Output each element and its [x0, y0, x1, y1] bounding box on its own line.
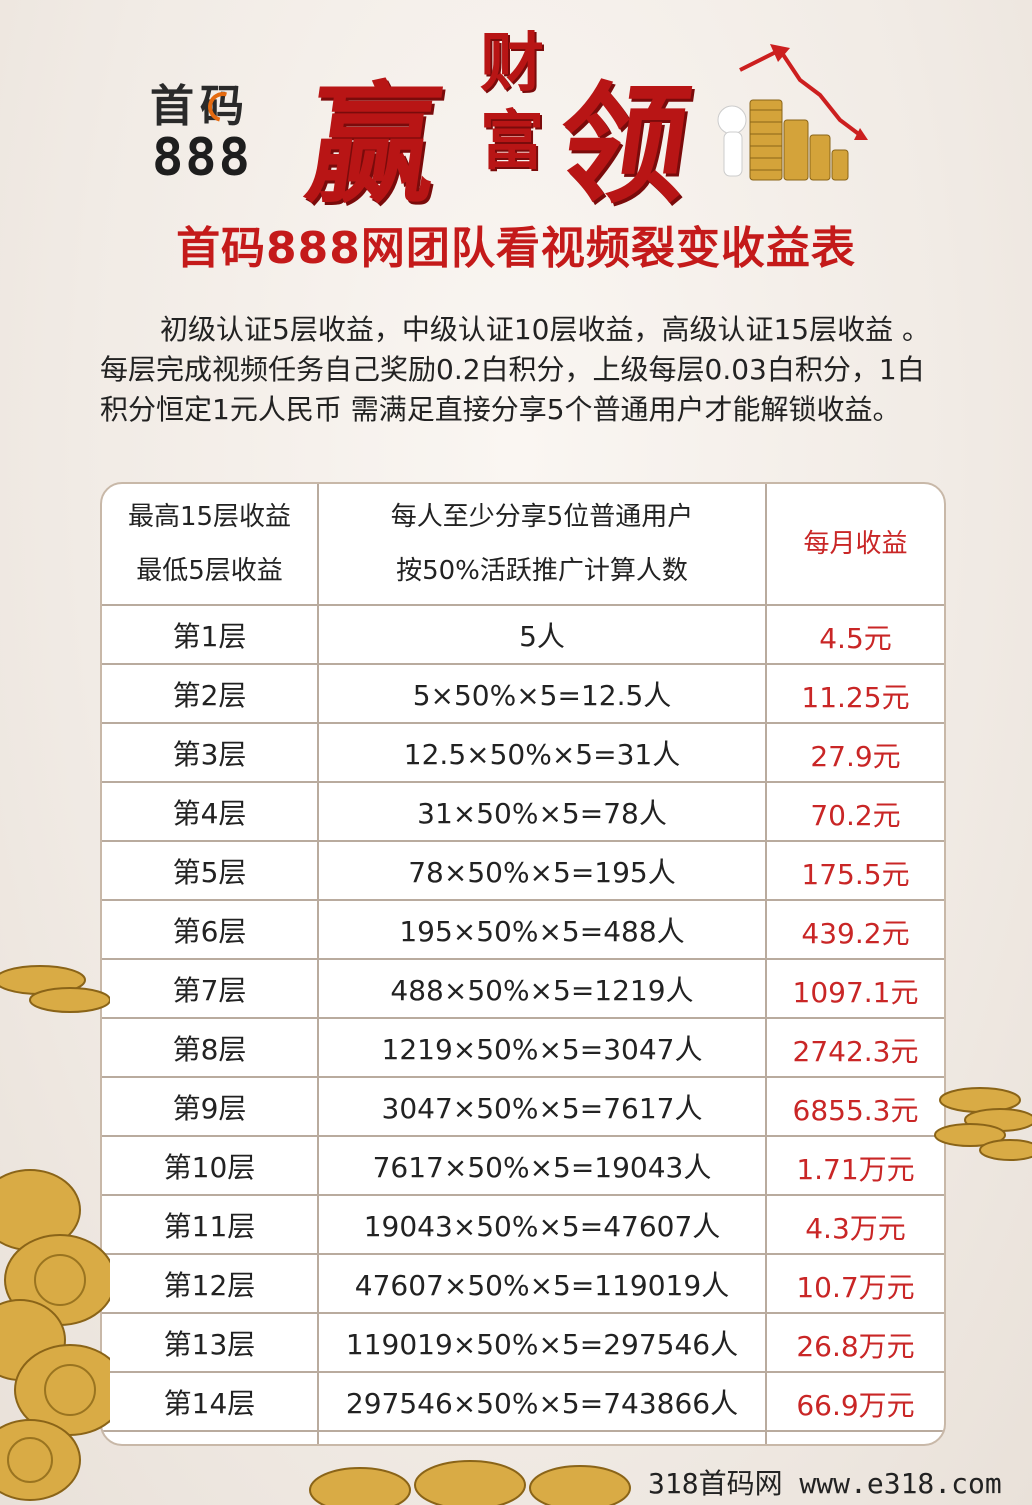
- watermark-text: 318首码网 www.e318.com: [648, 1467, 1002, 1500]
- earnings-table: 最高15层收益 最低5层收益 每人至少分享5位普通用户 按50%活跃推广计算人数…: [100, 482, 946, 1446]
- level-cell: 第14层: [102, 1371, 319, 1432]
- earning-cell: 70.2元: [765, 781, 944, 842]
- intro-text: 初级认证5层收益，中级认证10层收益，高级认证15层收益 。每层完成视频任务自己…: [100, 313, 930, 426]
- formula-cell: 3047×50%×5=7617人: [317, 1076, 767, 1137]
- header-active-rule: 按50%活跃推广计算人数: [396, 556, 688, 586]
- level-cell: 第2层: [102, 663, 319, 724]
- formula-cell: 297546×50%×5=743866人: [317, 1371, 767, 1432]
- level-cell: 第1层: [102, 605, 319, 665]
- earning-cell: 1097.1元: [765, 958, 944, 1019]
- earning-cell: 27.9元: [765, 722, 944, 783]
- earning-cell: 2742.3元: [765, 1017, 944, 1078]
- formula-cell: 19043×50%×5=47607人: [317, 1194, 767, 1255]
- table-row: 第4层 31×50%×5=78人 70.2元: [102, 781, 944, 842]
- earning-cell: 1.71万元: [765, 1135, 944, 1196]
- table-header-row: 最高15层收益 最低5层收益 每人至少分享5位普通用户 按50%活跃推广计算人数…: [102, 484, 944, 606]
- level-cell: 第10层: [102, 1135, 319, 1196]
- slogan-char-lead: 领: [547, 68, 700, 221]
- level-cell: 第8层: [102, 1017, 319, 1078]
- coin-pile-bottom-icon: [309, 1460, 631, 1505]
- level-cell: 第11层: [102, 1194, 319, 1255]
- level-cell: 第15层: [102, 1430, 319, 1444]
- coin-pile-left-icon: [0, 965, 110, 1501]
- table-row: 第11层 19043×50%×5=47607人 4.3万元: [102, 1194, 944, 1255]
- formula-cell: 7617×50%×5=19043人: [317, 1135, 767, 1196]
- slogan-char-win: 赢: [297, 68, 450, 221]
- logo-text-number: 888: [152, 128, 252, 188]
- earning-cell: 439.2元: [765, 899, 944, 960]
- header-monthly-earnings: 每月收益: [765, 484, 944, 606]
- formula-cell: 488×50%×5=1219人: [317, 958, 767, 1019]
- table-row: 第12层 47607×50%×5=119019人 10.7万元: [102, 1253, 944, 1314]
- table-row: 第3层 12.5×50%×5=31人 27.9元: [102, 722, 944, 783]
- earning-cell: 11.25元: [765, 663, 944, 724]
- table-row: 第2层 5×50%×5=12.5人 11.25元: [102, 663, 944, 724]
- formula-cell: 119019×50%×5=297546人: [317, 1312, 767, 1373]
- formula-cell: 47607×50%×5=119019人: [317, 1253, 767, 1314]
- formula-cell: 5×50%×5=12.5人: [317, 663, 767, 724]
- formula-cell: 78×50%×5=195人: [317, 840, 767, 901]
- earning-cell: 175.5元: [765, 840, 944, 901]
- level-cell: 第7层: [102, 958, 319, 1019]
- site-logo: 首码 888: [150, 70, 280, 190]
- header-level-range: 最高15层收益 最低5层收益: [102, 484, 319, 606]
- level-cell: 第6层: [102, 899, 319, 960]
- table-row: 第9层 3047×50%×5=7617人 6855.3元: [102, 1076, 944, 1137]
- formula-cell: 743866×50%×5=1859665人: [317, 1430, 767, 1444]
- table-row: 第6层 195×50%×5=488人 439.2元: [102, 899, 944, 960]
- formula-cell: 5人: [317, 605, 767, 665]
- header-level-min: 最低5层收益: [136, 556, 283, 586]
- logo-text-top: 首码: [150, 81, 250, 132]
- earning-cell: 4.3万元: [765, 1194, 944, 1255]
- intro-paragraph: 初级认证5层收益，中级认证10层收益，高级认证15层收益 。每层完成视频任务自己…: [100, 310, 940, 430]
- header-share-rule: 每人至少分享5位普通用户: [390, 502, 694, 532]
- level-cell: 第4层: [102, 781, 319, 842]
- level-cell: 第12层: [102, 1253, 319, 1314]
- table-row: 第8层 1219×50%×5=3047人 2742.3元: [102, 1017, 944, 1078]
- level-cell: 第9层: [102, 1076, 319, 1137]
- page-title: 首码888网团队看视频裂变收益表: [176, 223, 856, 274]
- formula-cell: 12.5×50%×5=31人: [317, 722, 767, 783]
- formula-cell: 1219×50%×5=3047人: [317, 1017, 767, 1078]
- earning-cell: 6855.3元: [765, 1076, 944, 1137]
- coin-pile-right-icon: [934, 1087, 1032, 1161]
- table-row: 第15层743866×50%×5=1859665人167.4万元: [102, 1430, 944, 1444]
- earning-cell: 167.4万元: [765, 1430, 944, 1444]
- earning-cell: 4.5元: [765, 605, 944, 665]
- table-row: 第13层 119019×50%×5=297546人 26.8万元: [102, 1312, 944, 1373]
- level-cell: 第3层: [102, 722, 319, 783]
- table-row: 第10层 7617×50%×5=19043人 1.71万元: [102, 1135, 944, 1196]
- earning-cell: 26.8万元: [765, 1312, 944, 1373]
- header-level-max: 最高15层收益: [127, 502, 292, 532]
- table-row: 第5层 78×50%×5=195人 175.5元: [102, 840, 944, 901]
- earning-cell: 10.7万元: [765, 1253, 944, 1314]
- table-row: 第7层 488×50%×5=1219人 1097.1元: [102, 958, 944, 1019]
- earning-cell: 66.9万元: [765, 1371, 944, 1432]
- header-people-calc: 每人至少分享5位普通用户 按50%活跃推广计算人数: [317, 484, 767, 606]
- formula-cell: 195×50%×5=488人: [317, 899, 767, 960]
- formula-cell: 31×50%×5=78人: [317, 781, 767, 842]
- table-row: 第1层 5人 4.5元: [102, 605, 944, 665]
- slogan-wealth: 财富: [480, 26, 544, 179]
- table-row: 第14层 297546×50%×5=743866人 66.9万元: [102, 1371, 944, 1432]
- level-cell: 第13层: [102, 1312, 319, 1373]
- level-cell: 第5层: [102, 840, 319, 901]
- coin-stack-growth-icon: [717, 44, 868, 181]
